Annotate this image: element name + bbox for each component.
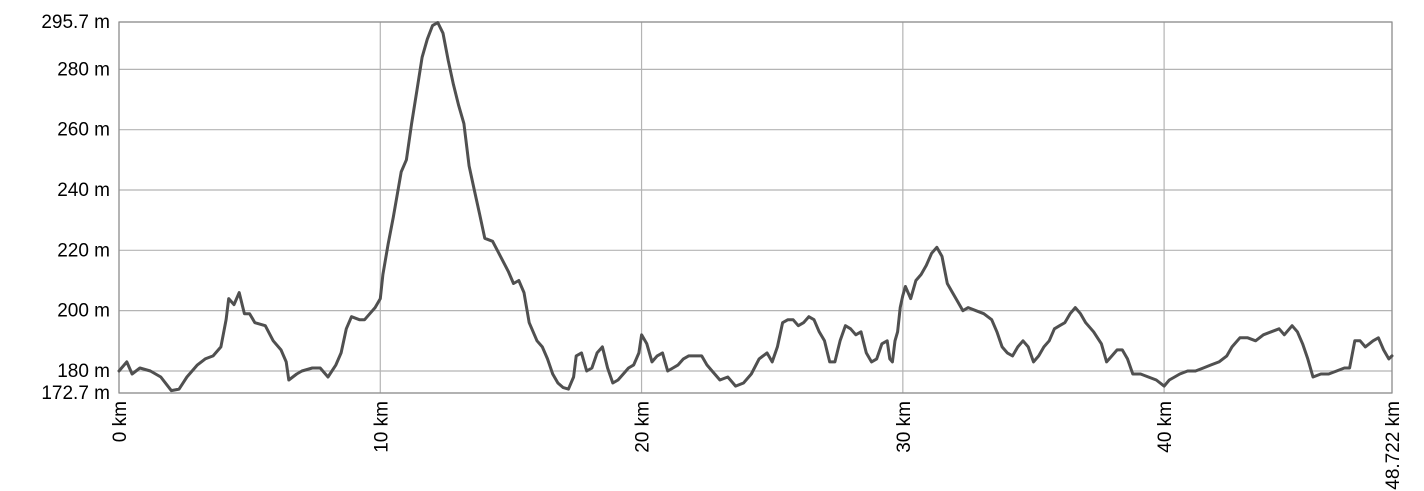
x-axis: 0 km 10 km 20 km 30 km 40 km 48.722 km	[110, 401, 1404, 490]
x-tick-label: 20 km	[633, 401, 654, 453]
x-tick-label: 48.722 km	[1383, 401, 1404, 490]
series-layer	[117, 21, 1394, 393]
x-tick-label: 40 km	[1155, 401, 1176, 453]
plot-frame	[118, 21, 1393, 394]
y-tick-label: 172.7 m	[41, 383, 110, 404]
x-tick-label: 30 km	[894, 401, 915, 453]
elevation-line	[117, 21, 1394, 393]
y-tick-label: 200 m	[57, 301, 110, 322]
y-tick-label: 295.7 m	[41, 12, 110, 33]
y-tick-label: 240 m	[57, 180, 110, 201]
grid	[118, 21, 1393, 394]
x-tick-label: 0 km	[110, 401, 131, 442]
y-tick-label: 260 m	[57, 120, 110, 141]
x-tick-label: 10 km	[371, 401, 392, 453]
y-tick-label: 180 m	[57, 361, 110, 382]
y-tick-label: 220 m	[57, 240, 110, 261]
y-tick-label: 280 m	[57, 59, 110, 80]
